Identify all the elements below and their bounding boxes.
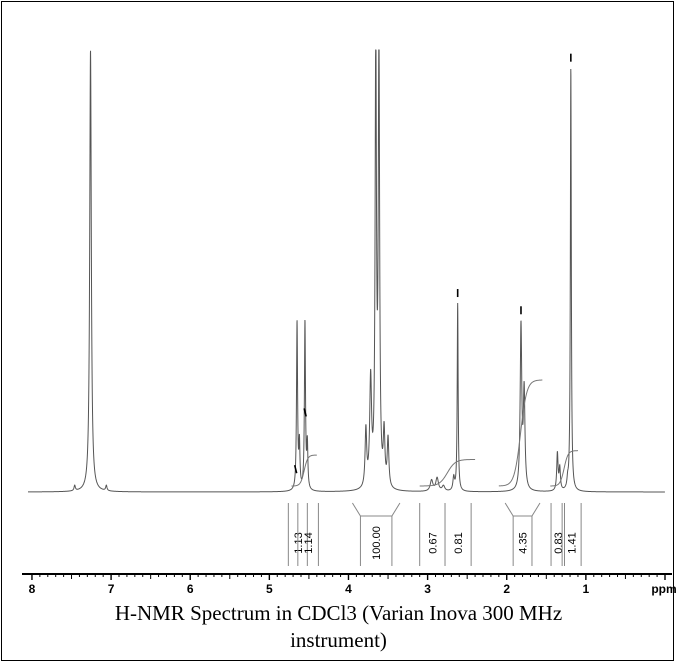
figure-caption: H-NMR Spectrum in CDCl3 (Varian Inova 30… xyxy=(0,600,677,654)
x-tick-label: 4 xyxy=(345,582,352,596)
integral-curve-1 xyxy=(419,459,476,487)
x-tick-label: 8 xyxy=(29,582,36,596)
integral-curve-2 xyxy=(498,379,543,487)
nmr-spectrum-chart: 1.131.14 100.00 0.67 0.81 4.35 0.83 1.41 8 7 6 5 4 3… xyxy=(22,49,677,596)
integral-label-1: 1.14 xyxy=(303,532,315,553)
x-axis-unit-label: ppm xyxy=(651,582,676,596)
x-tick-label: 2 xyxy=(503,582,510,596)
x-tick-label: 7 xyxy=(108,582,115,596)
integral-label-0: 1.13 xyxy=(293,532,305,553)
peak-marker-1 xyxy=(303,408,307,417)
integral-curve-0 xyxy=(291,454,317,487)
spectrum-trace xyxy=(28,49,665,493)
caption-line-2: instrument) xyxy=(290,628,387,652)
x-tick-label: 3 xyxy=(424,582,431,596)
integral-bracket-2 xyxy=(352,502,401,517)
integral-label-5: 4.35 xyxy=(518,532,530,553)
x-tick-label: 5 xyxy=(266,582,273,596)
x-tick-label: 1 xyxy=(583,582,590,596)
peak-marker-0 xyxy=(293,464,298,474)
x-tick-label: 6 xyxy=(187,582,194,596)
caption-line-1: H-NMR Spectrum in CDCl3 (Varian Inova 30… xyxy=(114,601,563,625)
integral-label-4: 0.81 xyxy=(453,532,465,553)
integral-curve-3 xyxy=(550,450,578,487)
integral-label-2: 100.00 xyxy=(371,526,383,560)
integral-label-6: 0.83 xyxy=(553,532,565,553)
integral-bracket-5 xyxy=(504,502,541,517)
integral-label-3: 0.67 xyxy=(427,532,439,553)
integral-label-7: 1.41 xyxy=(567,532,579,553)
